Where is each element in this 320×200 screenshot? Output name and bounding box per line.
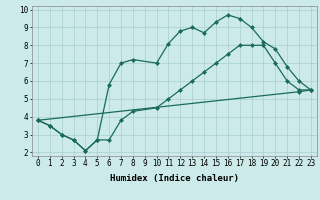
X-axis label: Humidex (Indice chaleur): Humidex (Indice chaleur): [110, 174, 239, 183]
